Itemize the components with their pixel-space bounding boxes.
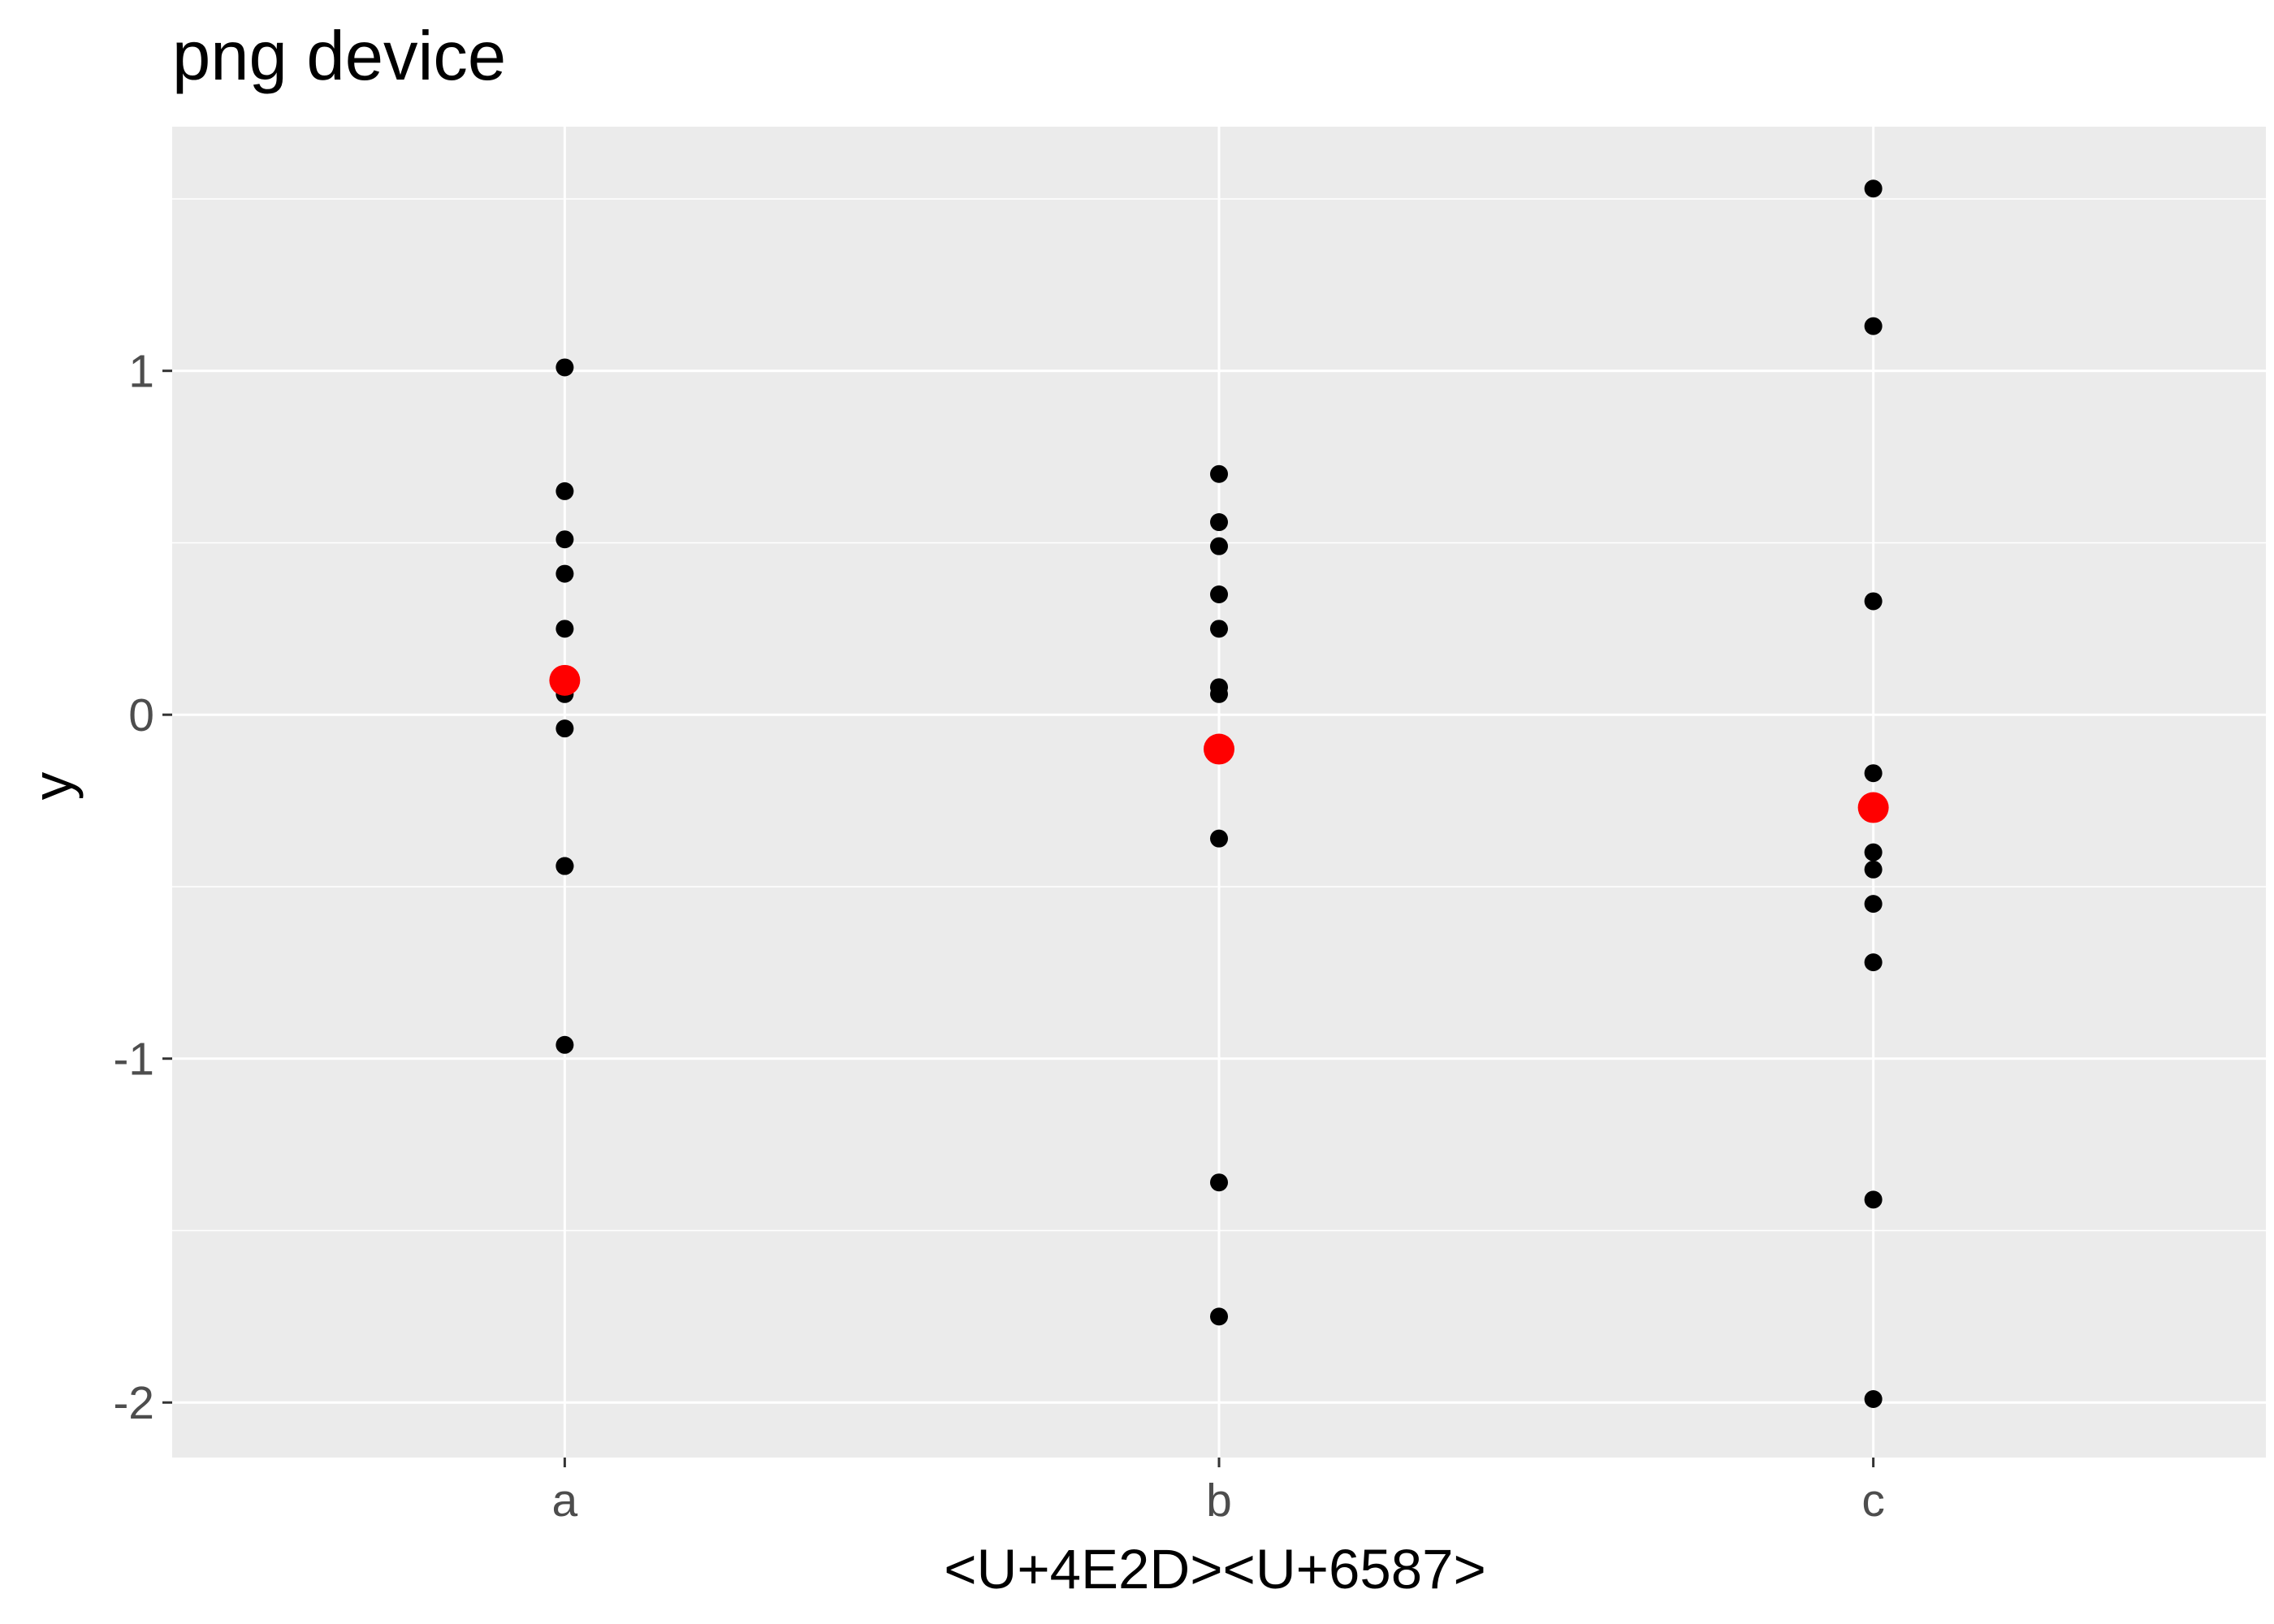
- data-point: [1864, 764, 1883, 783]
- y-tick-label: 0: [128, 689, 154, 741]
- data-point: [1210, 464, 1228, 483]
- data-point: [1864, 1190, 1883, 1209]
- data-point: [1210, 1173, 1228, 1192]
- chart-title: png device: [172, 18, 506, 95]
- data-point: [1864, 1390, 1883, 1409]
- data-point: [1210, 585, 1228, 603]
- x-axis-title: <U+4E2D><U+6587>: [944, 1538, 1486, 1600]
- data-point: [556, 719, 574, 738]
- data-point: [556, 358, 574, 377]
- y-tick-label: -1: [113, 1034, 154, 1086]
- data-point: [556, 857, 574, 875]
- data-point: [1864, 592, 1883, 611]
- data-point: [556, 1035, 574, 1054]
- mean-point: [549, 664, 581, 696]
- major-gridlines: [172, 127, 2266, 1458]
- data-point: [556, 530, 574, 549]
- data-point: [1210, 537, 1228, 555]
- data-points: [556, 179, 1883, 1409]
- data-point: [556, 482, 574, 500]
- y-axis-title: y: [21, 771, 84, 800]
- data-point: [1210, 513, 1228, 532]
- y-axis: -2 -1 0 1: [113, 346, 172, 1429]
- mean-points: [549, 664, 1889, 823]
- mean-point: [1857, 792, 1889, 823]
- data-point: [1210, 620, 1228, 638]
- data-point: [1864, 317, 1883, 335]
- x-tick-label: a: [552, 1475, 578, 1527]
- x-tick-label: c: [1861, 1475, 1885, 1527]
- data-point: [1864, 895, 1883, 914]
- x-axis: a b c: [552, 1458, 1885, 1527]
- data-point: [1864, 860, 1883, 879]
- x-tick-label: b: [1206, 1475, 1232, 1527]
- data-point: [1864, 843, 1883, 862]
- y-tick-label: -2: [113, 1377, 154, 1429]
- data-point: [1864, 179, 1883, 198]
- data-point: [1210, 685, 1228, 703]
- data-point: [1864, 953, 1883, 972]
- data-point: [1210, 1307, 1228, 1326]
- data-point: [556, 620, 574, 638]
- data-point: [1210, 829, 1228, 848]
- data-point: [556, 564, 574, 583]
- y-tick-label: 1: [128, 346, 154, 398]
- mean-point: [1204, 733, 1234, 765]
